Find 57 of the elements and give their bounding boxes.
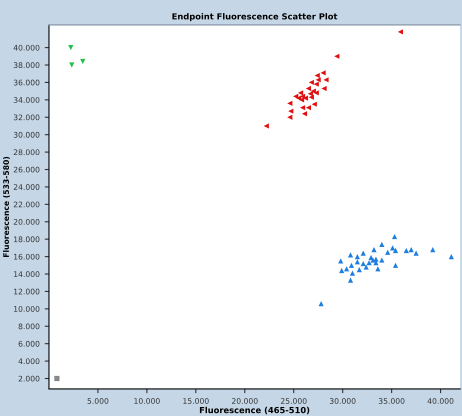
point xyxy=(298,97,304,102)
point xyxy=(314,90,319,96)
point xyxy=(448,254,454,260)
point xyxy=(390,245,396,250)
point xyxy=(287,114,292,120)
point xyxy=(348,262,354,268)
point xyxy=(306,86,312,92)
point xyxy=(68,45,74,50)
point xyxy=(348,252,354,258)
point xyxy=(334,54,340,59)
point xyxy=(385,250,390,255)
point xyxy=(264,123,269,129)
chart-title: Endpoint Fluorescence Scatter Plot xyxy=(172,13,338,22)
point xyxy=(314,72,320,78)
point xyxy=(338,258,344,264)
point xyxy=(80,58,86,64)
point xyxy=(312,102,317,107)
point xyxy=(300,105,306,110)
point xyxy=(379,242,384,248)
point xyxy=(298,90,304,96)
point xyxy=(54,376,60,382)
point xyxy=(392,248,398,254)
point xyxy=(404,248,409,254)
point xyxy=(370,257,376,263)
point xyxy=(344,266,350,272)
point xyxy=(364,264,369,270)
point xyxy=(360,260,366,266)
x-axis-title: Fluorescence (465-510) xyxy=(200,406,310,414)
point xyxy=(302,111,308,116)
point xyxy=(323,77,329,82)
point xyxy=(308,80,314,86)
point xyxy=(306,105,312,110)
point xyxy=(356,267,362,272)
point xyxy=(321,86,327,92)
point xyxy=(287,100,292,106)
point xyxy=(398,29,404,35)
point xyxy=(366,260,372,266)
point xyxy=(360,250,366,256)
point xyxy=(430,247,436,252)
point xyxy=(375,266,381,272)
point xyxy=(314,82,319,87)
point xyxy=(379,257,384,263)
point xyxy=(354,254,360,260)
point xyxy=(408,247,414,252)
point xyxy=(392,234,398,240)
point xyxy=(354,259,360,264)
point xyxy=(339,268,344,274)
point xyxy=(69,62,74,68)
point xyxy=(320,70,326,76)
point xyxy=(288,108,294,114)
point xyxy=(348,278,354,283)
point xyxy=(392,262,398,268)
point xyxy=(414,250,419,256)
point xyxy=(371,247,377,252)
point xyxy=(350,270,356,276)
point xyxy=(308,94,314,100)
point xyxy=(316,77,321,82)
